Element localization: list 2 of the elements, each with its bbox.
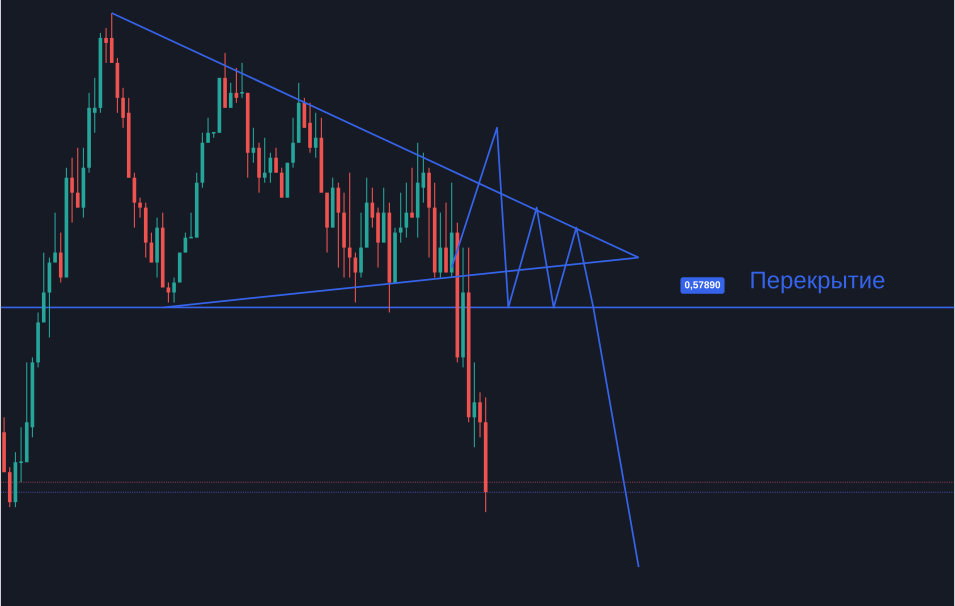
text: Перекрытие <box>751 272 884 294</box>
text: 0,57890 <box>684 281 720 290</box>
